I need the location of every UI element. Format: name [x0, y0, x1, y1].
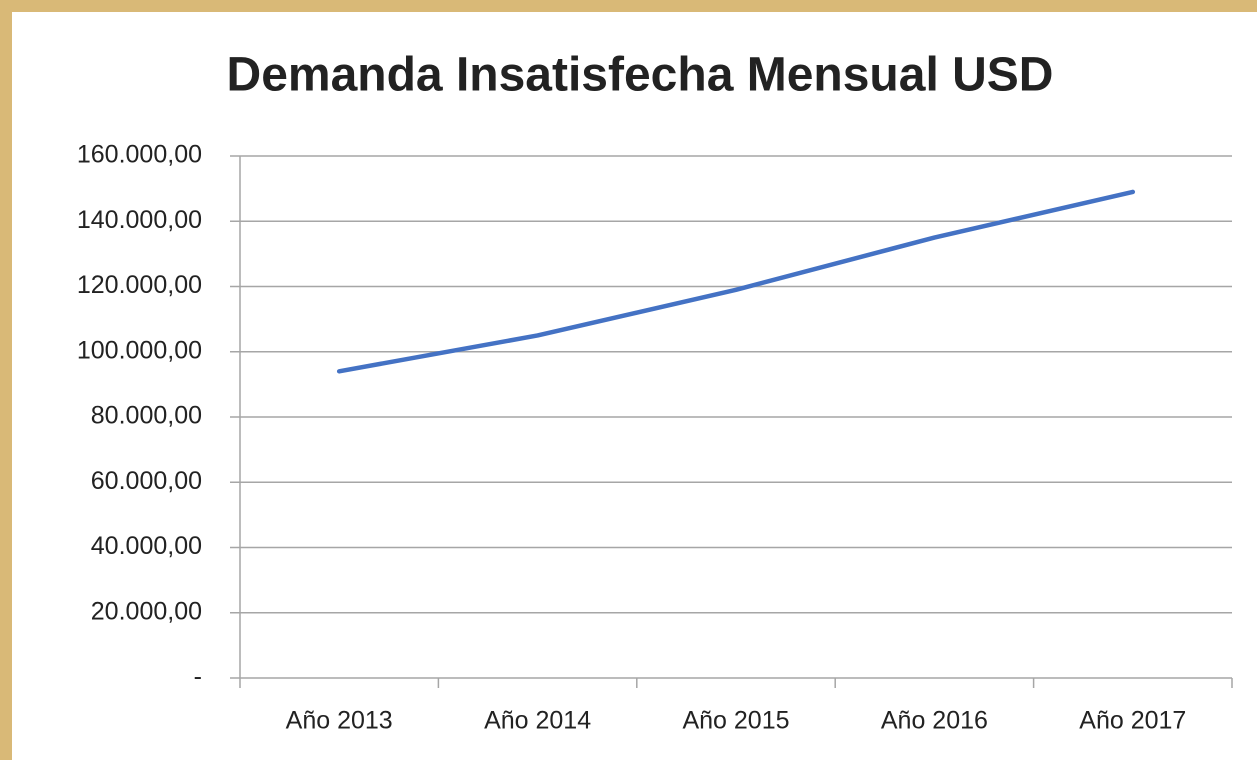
- y-tick-label: 160.000,00: [77, 141, 202, 169]
- y-tick-label: 20.000,00: [91, 597, 202, 625]
- line-series: [336, 189, 1136, 374]
- y-tick-label: -: [194, 663, 202, 691]
- x-tick-label: Año 2015: [682, 707, 789, 735]
- y-tick-label: 100.000,00: [77, 336, 202, 364]
- y-tick-label: 80.000,00: [91, 402, 202, 430]
- x-tick-label: Año 2014: [484, 707, 591, 735]
- y-tick-label: 60.000,00: [91, 467, 202, 495]
- y-tick-label: 40.000,00: [91, 532, 202, 560]
- y-tick-label: 120.000,00: [77, 271, 202, 299]
- x-tick-label: Año 2013: [286, 707, 393, 735]
- x-tick-label: Año 2017: [1079, 707, 1186, 735]
- chart-frame: [12, 12, 1257, 760]
- x-tick-label: Año 2016: [881, 707, 988, 735]
- chart-title: Demanda Insatisfecha Mensual USD: [227, 49, 1054, 102]
- y-tick-label: 140.000,00: [77, 206, 202, 234]
